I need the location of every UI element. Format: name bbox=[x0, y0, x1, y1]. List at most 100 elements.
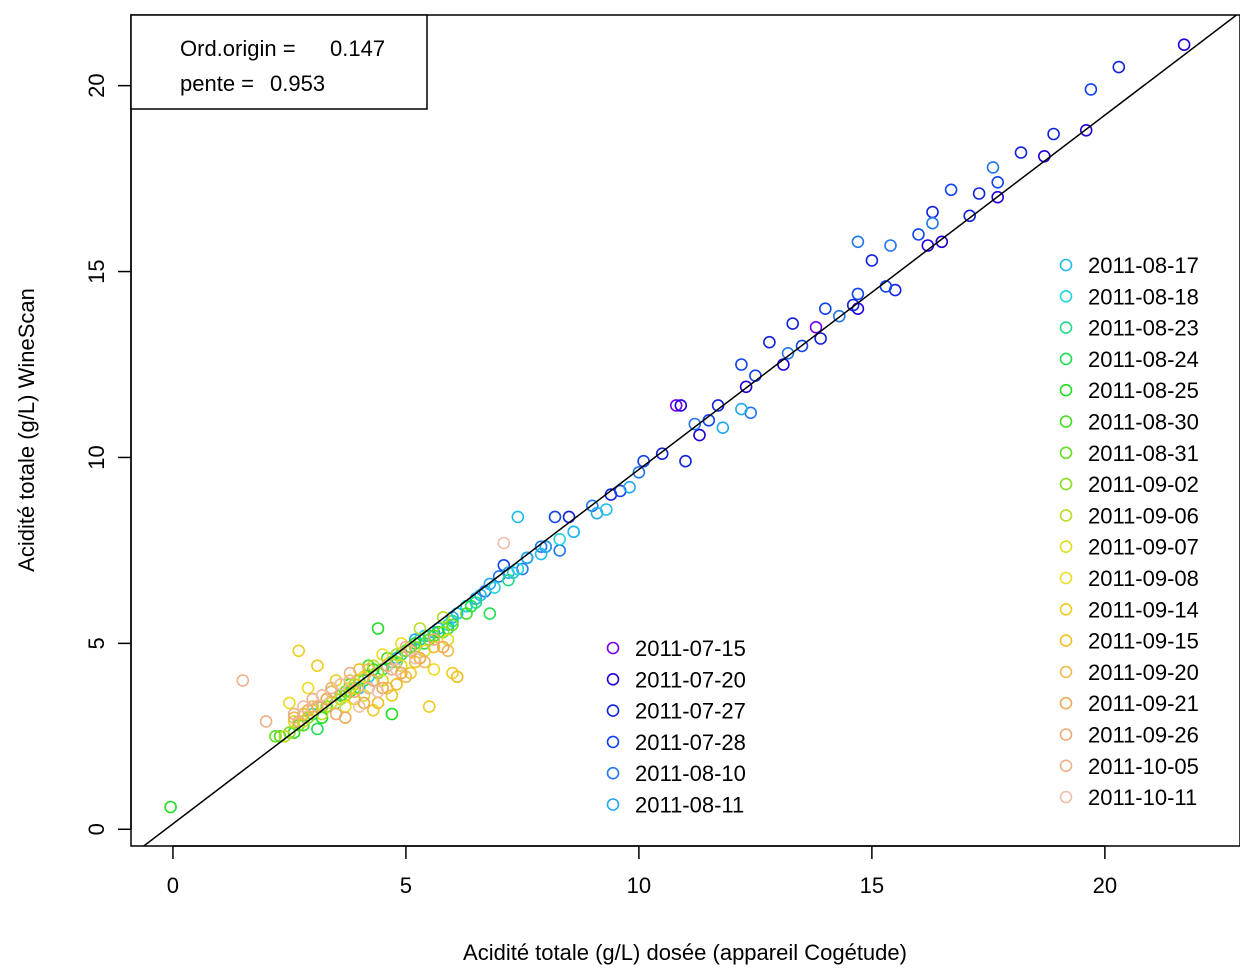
data-point bbox=[1047, 127, 1060, 141]
legend-item: 2011-08-24 bbox=[1059, 347, 1199, 372]
data-point bbox=[164, 800, 177, 814]
data-point bbox=[991, 190, 1005, 204]
data-point bbox=[390, 648, 403, 661]
legend-item: 2011-07-28 bbox=[606, 730, 746, 755]
legend-marker bbox=[606, 641, 620, 655]
data-point bbox=[655, 447, 669, 461]
data-point bbox=[427, 633, 441, 646]
legend-label: 2011-08-23 bbox=[1088, 316, 1199, 341]
data-point bbox=[311, 659, 324, 673]
data-point bbox=[422, 700, 436, 713]
data-point bbox=[553, 544, 567, 557]
legend-item: 2011-09-08 bbox=[1059, 566, 1199, 591]
data-point bbox=[534, 547, 548, 561]
x-axis: 0 5 10 15 20 bbox=[167, 845, 1117, 898]
legend-label: 2011-07-28 bbox=[635, 730, 746, 755]
legend-item: 2011-08-25 bbox=[1059, 378, 1199, 403]
data-point bbox=[809, 320, 823, 334]
legend-marker bbox=[1059, 696, 1073, 710]
data-point bbox=[562, 510, 576, 524]
data-point bbox=[1079, 124, 1093, 137]
data-points-layer bbox=[164, 38, 1191, 814]
stats-intercept-label: Ord.origin = bbox=[180, 36, 296, 61]
legend-label: 2011-08-18 bbox=[1088, 284, 1199, 309]
data-point bbox=[884, 239, 897, 252]
legend-marker bbox=[1059, 352, 1073, 366]
legend-marker bbox=[606, 735, 620, 749]
data-point bbox=[287, 707, 301, 721]
data-point bbox=[716, 421, 730, 435]
legend-column-left: 2011-07-15 2011-07-20 2011-07-27 2011-07-28… bbox=[606, 636, 746, 818]
legend-column-right: 2011-08-17 2011-08-18 2011-08-23 2011-08-24… bbox=[1059, 253, 1199, 810]
stats-slope-label: pente = bbox=[180, 71, 254, 96]
data-point bbox=[739, 380, 753, 394]
data-point bbox=[497, 536, 511, 550]
legend-item: 2011-08-17 bbox=[1059, 253, 1199, 278]
data-point bbox=[814, 332, 827, 345]
data-point bbox=[502, 573, 515, 587]
data-point bbox=[259, 715, 273, 728]
legend-item: 2011-07-15 bbox=[606, 636, 746, 661]
data-point bbox=[427, 640, 441, 654]
data-point bbox=[390, 663, 403, 676]
legend-item: 2011-09-20 bbox=[1059, 660, 1199, 685]
legend-marker bbox=[606, 672, 620, 686]
legend-label: 2011-09-15 bbox=[1088, 629, 1199, 654]
x-tick-label: 0 bbox=[167, 873, 179, 898]
legend-marker bbox=[1059, 790, 1073, 804]
data-point bbox=[483, 607, 497, 620]
legend-marker bbox=[1059, 665, 1073, 679]
legend-label: 2011-09-14 bbox=[1088, 597, 1199, 622]
data-point bbox=[832, 309, 846, 323]
legend-item: 2011-08-30 bbox=[1059, 410, 1199, 435]
legend-item: 2011-08-31 bbox=[1059, 441, 1199, 466]
legend-marker bbox=[1059, 634, 1073, 647]
data-point bbox=[413, 622, 427, 635]
data-point bbox=[818, 302, 832, 316]
data-point bbox=[632, 465, 646, 479]
series-2011-10-11 bbox=[297, 536, 511, 713]
data-point bbox=[371, 685, 385, 699]
legend-item: 2011-09-02 bbox=[1059, 472, 1199, 497]
data-point bbox=[376, 648, 389, 661]
data-point bbox=[688, 417, 702, 431]
legend: 2011-07-15 2011-07-20 2011-07-27 2011-07-28… bbox=[606, 253, 1199, 818]
y-axis: 0 5 10 15 20 bbox=[84, 73, 132, 835]
data-point bbox=[777, 358, 790, 371]
data-point bbox=[408, 651, 422, 665]
legend-item: 2011-09-14 bbox=[1059, 597, 1199, 622]
data-point bbox=[301, 681, 315, 695]
series-2011-07-15 bbox=[669, 320, 823, 412]
legend-item: 2011-08-10 bbox=[606, 761, 746, 786]
regression-line bbox=[142, 15, 1238, 846]
data-point bbox=[599, 503, 613, 516]
data-point bbox=[926, 205, 939, 219]
legend-label: 2011-09-08 bbox=[1088, 566, 1199, 591]
data-point bbox=[1038, 150, 1051, 163]
data-point bbox=[926, 216, 939, 230]
data-point bbox=[436, 640, 450, 654]
legend-item: 2011-09-07 bbox=[1059, 535, 1199, 560]
legend-label: 2011-08-24 bbox=[1088, 347, 1199, 372]
data-point bbox=[865, 254, 879, 267]
legend-marker bbox=[1059, 477, 1073, 491]
legend-label: 2011-09-26 bbox=[1088, 723, 1199, 748]
data-point bbox=[287, 715, 301, 728]
legend-marker bbox=[1059, 571, 1073, 585]
stats-slope-value: 0.953 bbox=[270, 71, 325, 96]
legend-marker bbox=[1059, 321, 1073, 334]
data-point bbox=[334, 677, 348, 691]
legend-label: 2011-09-07 bbox=[1088, 535, 1199, 560]
data-point bbox=[567, 525, 581, 539]
data-point bbox=[944, 183, 958, 197]
data-point bbox=[963, 209, 977, 223]
legend-item: 2011-10-05 bbox=[1059, 754, 1199, 779]
series-2011-08-18 bbox=[325, 532, 567, 699]
data-point bbox=[511, 562, 525, 576]
series-2011-10-05 bbox=[236, 640, 413, 728]
legend-marker bbox=[1059, 383, 1073, 397]
legend-label: 2011-10-05 bbox=[1088, 754, 1199, 779]
data-point bbox=[460, 607, 473, 620]
data-point bbox=[669, 399, 683, 412]
